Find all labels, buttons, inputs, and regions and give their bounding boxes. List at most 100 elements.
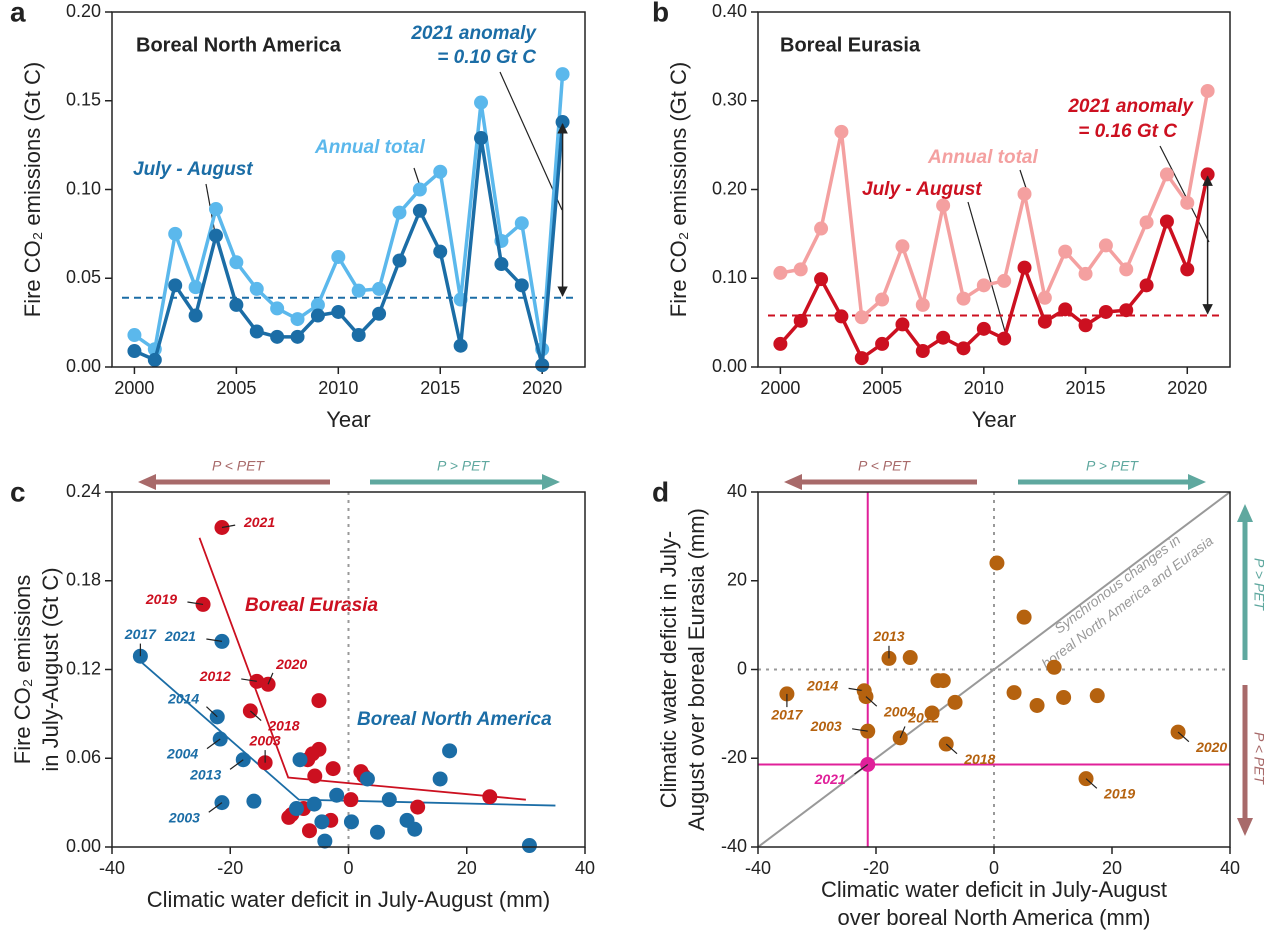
y-tick-label: 0.30 [712,90,747,110]
point [369,824,385,840]
point [895,239,910,254]
leader-line [208,802,223,813]
point [392,205,407,220]
leader-line [267,672,274,685]
point [1139,278,1154,293]
leader-line [945,743,958,755]
x-axis-title: Climatic water deficit in July-August [821,877,1167,902]
point [915,297,930,312]
point [936,198,951,213]
point [514,216,529,231]
point [989,555,1005,571]
point-label: 2017 [124,626,157,642]
leader-line [229,759,244,770]
point [311,693,327,709]
leader-line [499,71,563,211]
x-tick-label: 2000 [760,378,800,398]
point-label: 2003 [810,718,842,734]
region-label: P > PET [437,458,490,474]
point [310,297,325,312]
point [453,338,468,353]
point [188,280,203,295]
series-line [133,121,565,366]
y-tick-label: 0.10 [712,267,747,287]
anomaly-label: = 0.16 Gt C [1078,121,1177,142]
series-line [133,73,565,353]
point [834,124,849,139]
point-label: 2004 [166,746,198,762]
point [482,789,498,805]
series-label: Annual total [314,137,425,158]
region-label: P > PET [1086,458,1139,474]
point [392,253,407,268]
point [936,330,951,345]
panel-letter: c [10,476,26,507]
point [854,351,869,366]
point-label: 2018 [267,718,299,734]
y-tick-label: 0.00 [712,356,747,376]
y-axis-title: August over boreal Eurasia (mm) [684,508,709,831]
point [935,673,951,689]
point [1037,290,1052,305]
y-axis-title: Fire CO₂ emissions [10,575,35,764]
x-tick-label: 2010 [318,378,358,398]
point-label: 2003 [168,809,200,825]
point-label: 2020 [1195,739,1227,755]
point [773,336,788,351]
x-tick-label: -40 [99,858,125,878]
panel-letter: b [652,0,669,27]
y-axis-title: in July-August (Gt C) [38,567,63,771]
plot-frame [757,11,1231,368]
point [412,182,427,197]
point [381,792,397,808]
y-tick-label: -20 [721,747,747,767]
point [127,328,142,343]
panel-title: Boreal Eurasia [780,34,921,56]
point [875,292,890,307]
x-tick-label: 2005 [862,378,902,398]
point [474,131,489,146]
region-label: P < PET [858,458,911,474]
point [407,821,423,837]
point [351,283,366,298]
point [924,705,940,721]
series-label: Annual total [927,147,1038,168]
x-tick-label: 20 [457,858,477,878]
point [773,265,788,280]
point-label: 2019 [1103,785,1135,801]
x-tick-label: 20 [1102,858,1122,878]
leader-line [249,710,262,721]
point [168,278,183,293]
anomaly-label: 2021 anomaly [1067,96,1194,117]
x-axis-title: Year [972,407,1016,432]
point [1078,266,1093,281]
point [359,771,375,787]
x-tick-label: -20 [217,858,243,878]
fit-line [198,537,526,801]
fit-line [135,656,556,807]
point [474,95,489,110]
point [1017,260,1032,275]
point-label: 2020 [275,656,307,672]
leader-line [187,601,204,606]
point-label: 2017 [770,707,803,723]
x-tick-label: 2000 [114,378,154,398]
point [1098,238,1113,253]
point [1016,609,1032,625]
x-tick-label: 40 [1220,858,1240,878]
panel-title: Boreal North America [136,34,342,56]
point [793,313,808,328]
leader-line [1159,145,1210,243]
point-label: 2014 [167,691,199,707]
point [147,352,162,367]
point [127,344,142,359]
point [956,291,971,306]
series-label: Boreal Eurasia [245,595,378,616]
series-label: July - August [133,159,253,180]
leader-line [848,687,865,692]
point [229,255,244,270]
point [168,226,183,241]
point [188,308,203,323]
point [793,262,808,277]
